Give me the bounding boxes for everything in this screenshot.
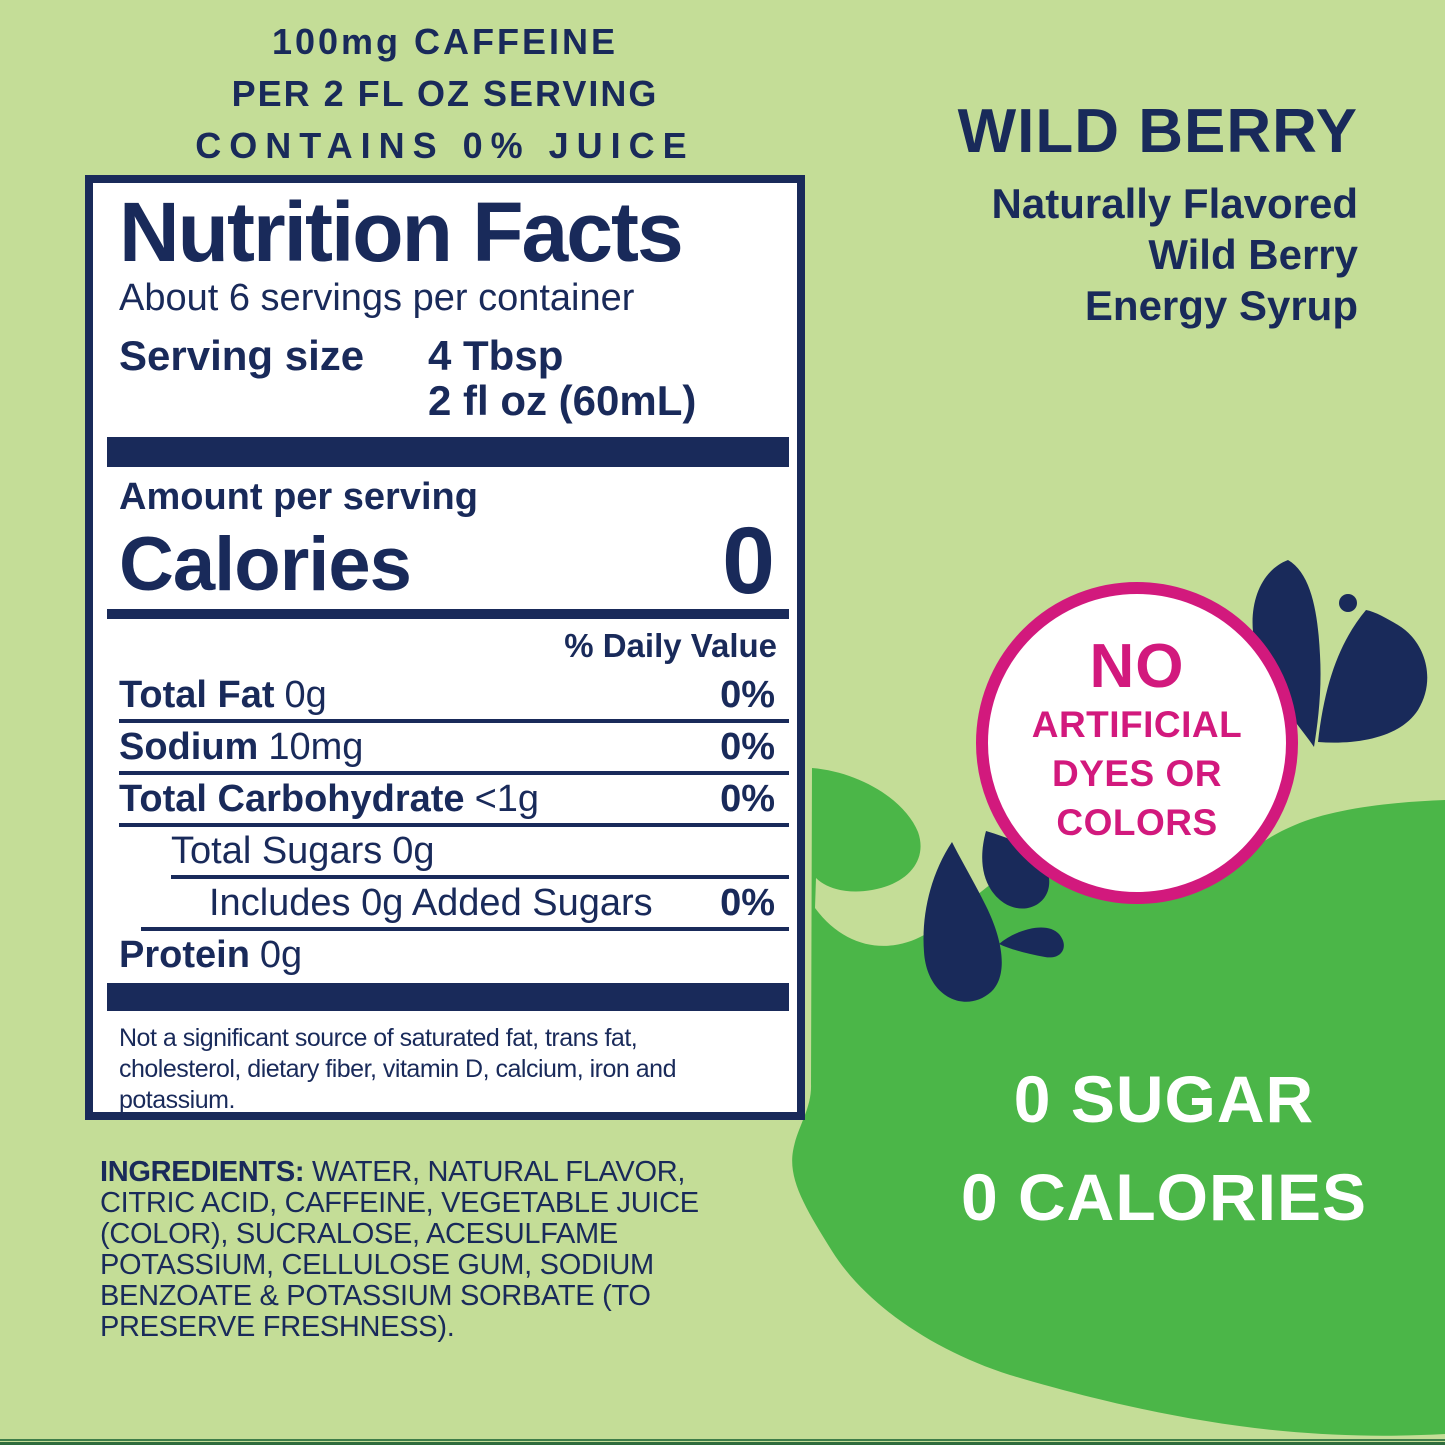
no-artificial-dyes-badge: NO ARTIFICIAL DYES OR COLORS [976,582,1298,904]
divider-bar [107,983,789,1011]
servings-per-container: About 6 servings per container [119,277,635,319]
divider-rule [119,771,789,775]
nutrient-amount: <1g [474,778,540,820]
splash-droplet-top-right [1318,610,1428,743]
calories-row: Calories 0 [119,508,789,614]
serving-size-value: 4 Tbsp 2 fl oz (60mL) [428,333,696,423]
nutrition-facts-title: Nutrition Facts [119,185,684,279]
serving-size-value-line: 2 fl oz (60mL) [428,377,697,424]
serving-size-label: Serving size [119,332,365,379]
calories-value: 0 [722,508,775,614]
nutrient-label: Sodium [119,726,259,768]
ingredients-line: PRESERVE FRESHNESS). [100,1311,455,1343]
nutrition-footnote: Not a significant source of saturated fa… [119,1023,789,1116]
ingredients-line: CITRIC ACID, CAFFEINE, VEGETABLE JUICE [100,1187,699,1219]
calories-label: Calories [119,522,412,607]
divider-rule [119,823,789,827]
ingredients-line: (COLOR), SUCRALOSE, ACESULFAME [100,1218,618,1250]
splash-droplet-bottom-large [923,842,1002,1002]
nutrition-facts-panel: Nutrition Facts About 6 servings per con… [85,175,805,1120]
nutrient-row-total-fat: Total Fat 0g 0% [107,671,789,719]
nutrition-facts-content: Nutrition Facts About 6 servings per con… [93,185,797,1116]
zero-sugar-claim: 0 SUGAR [1013,1062,1315,1136]
divider-rule [171,875,789,879]
ingredients-heading: INGREDIENTS: [100,1156,305,1188]
serving-size-value-line: 4 Tbsp [428,332,564,379]
serving-size-row: Serving size 4 Tbsp 2 fl oz (60mL) [119,333,789,423]
nutrient-row-total-carbohydrate: Total Carbohydrate <1g 0% [107,775,789,823]
footnote-line: cholesterol, dietary fiber, vitamin D, c… [119,1055,676,1083]
footnote-line: potassium. [119,1086,235,1114]
caffeine-line: 100mg CAFFEINE [271,21,619,62]
nutrient-amount: 0g [392,830,435,872]
ingredients-line: INGREDIENTS: WATER, NATURAL FLAVOR, [100,1157,780,1188]
nutrient-row-total-sugars: Total Sugars 0g [107,827,789,875]
amount-per-serving-label: Amount per serving [119,476,478,518]
badge-line: COLORS [1056,802,1218,843]
splash-droplet-top-left [1252,560,1321,747]
divider-rule [141,927,789,931]
ingredients-block: INGREDIENTS: WATER, NATURAL FLAVOR, CITR… [100,1157,780,1343]
nutrient-row-added-sugars: Includes 0g Added Sugars 0% [107,879,789,927]
nutrient-daily-value: 0% [720,778,775,820]
nutrient-daily-value: 0% [720,882,775,924]
zero-claims: 0 SUGAR 0 CALORIES [914,1050,1414,1246]
nutrient-label: Total Fat [119,674,275,716]
badge-line: NO [1089,632,1185,701]
caffeine-banner: 100mg CAFFEINE PER 2 FL OZ SERVING CONTA… [140,16,750,172]
splash-droplet-bottom-small [999,927,1064,958]
ingredients-text: WATER, NATURAL FLAVOR, [304,1156,686,1188]
nutrient-label: Total Sugars [171,830,383,872]
badge-line: DYES OR [1051,753,1223,794]
flavor-descriptor-line: Wild Berry [1148,231,1358,278]
footnote-line: Not a significant source of saturated fa… [119,1024,638,1052]
nutrient-amount: 0g [284,674,327,716]
splash-dot [1339,594,1357,612]
zero-calories-claim: 0 CALORIES [960,1160,1368,1234]
nutrient-label: Total Carbohydrate [119,778,465,820]
flavor-descriptor-line: Naturally Flavored [991,180,1358,227]
ingredients-line: BENZOATE & POTASSIUM SORBATE (TO [100,1280,651,1312]
caffeine-line: PER 2 FL OZ SERVING [231,73,659,114]
divider-bar [107,437,789,467]
bottom-edge-stripe [0,1439,1445,1445]
flavor-descriptor-line: Energy Syrup [1084,282,1358,329]
nutrient-amount: 0g [259,934,303,976]
divider-rule [107,609,789,619]
juice-content-line: CONTAINS 0% JUICE [195,125,695,166]
badge-line: ARTIFICIAL [1031,704,1243,745]
nutrient-label: Protein [119,934,250,976]
nutrient-daily-value: 0% [720,726,775,768]
nutrient-daily-value: 0% [720,674,775,716]
daily-value-header: % Daily Value [564,627,777,664]
flavor-name: WILD BERRY [957,97,1358,166]
nutrient-amount: 10mg [268,726,364,768]
nutrient-label: Includes 0g Added Sugars [209,882,653,924]
ingredients-line: POTASSIUM, CELLULOSE GUM, SODIUM [100,1249,654,1281]
flavor-descriptor: Naturally Flavored Wild Berry Energy Syr… [838,178,1358,331]
divider-rule [119,719,789,723]
nutrient-row-sodium: Sodium 10mg 0% [107,723,789,771]
splash-droplet-bottom-medium [982,831,1050,909]
flavor-block: WILD BERRY Naturally Flavored Wild Berry… [838,100,1358,331]
nutrient-row-protein: Protein 0g [107,931,789,979]
